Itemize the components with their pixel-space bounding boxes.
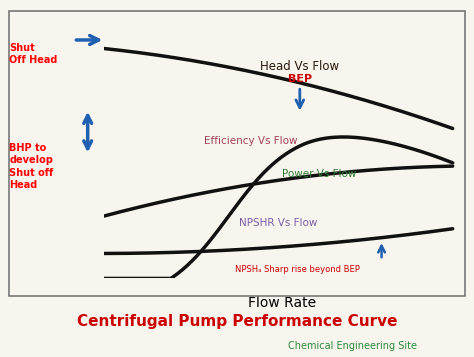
Text: NPSHₐ Sharp rise beyond BEP: NPSHₐ Sharp rise beyond BEP: [236, 265, 360, 274]
Text: Chemical Engineering Site: Chemical Engineering Site: [288, 341, 417, 351]
Text: Flow Rate: Flow Rate: [248, 296, 316, 310]
Text: BEP: BEP: [288, 74, 312, 108]
Text: Power Vs Flow: Power Vs Flow: [282, 169, 356, 178]
Text: Efficiency Vs Flow: Efficiency Vs Flow: [204, 136, 297, 146]
Text: Shut
Off Head: Shut Off Head: [9, 43, 58, 65]
Text: Head Vs Flow: Head Vs Flow: [260, 60, 339, 72]
Text: NPSHR Vs Flow: NPSHR Vs Flow: [239, 218, 318, 228]
Text: BHP to
develop
Shut off
Head: BHP to develop Shut off Head: [9, 143, 54, 190]
Text: Centrifugal Pump Performance Curve: Centrifugal Pump Performance Curve: [77, 314, 397, 329]
